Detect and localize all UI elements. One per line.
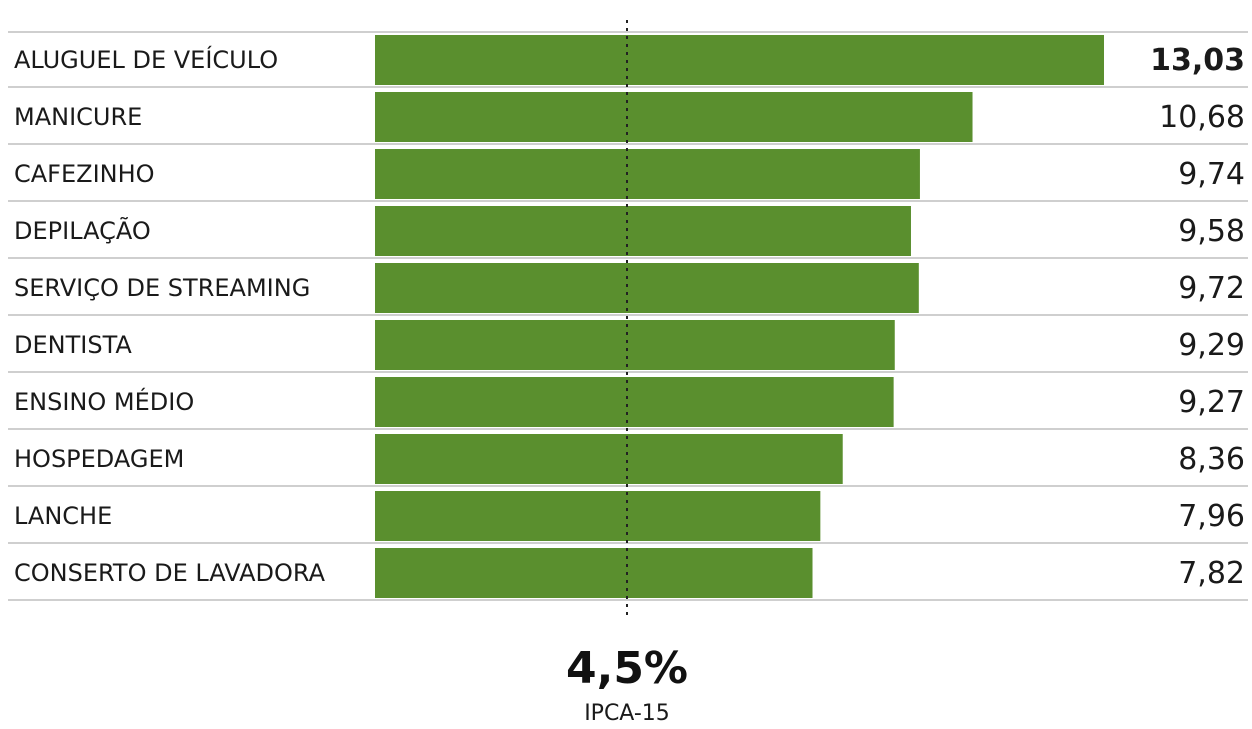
reference-value: 4,5%	[566, 643, 688, 694]
bar	[375, 263, 919, 313]
bar	[375, 92, 973, 142]
labels-layer: ALUGUEL DE VEÍCULO 13,03 MANICURE 10,68 CAFE…	[14, 43, 1245, 591]
value-label: 9,27	[1178, 385, 1245, 420]
category-label: CAFEZINHO	[14, 160, 155, 188]
category-label: MANICURE	[14, 103, 142, 131]
category-label: LANCHE	[14, 502, 112, 530]
reference-label: IPCA-15	[584, 701, 670, 726]
value-label: 7,82	[1178, 556, 1245, 591]
reference-layer: 4,5% IPCA-15	[566, 20, 688, 726]
value-label: 7,96	[1178, 499, 1245, 534]
bar	[375, 377, 894, 427]
value-label: 10,68	[1159, 100, 1245, 135]
value-label: 9,72	[1178, 271, 1245, 306]
value-label: 8,36	[1178, 442, 1245, 477]
category-label: ENSINO MÉDIO	[14, 387, 194, 416]
value-label: 9,58	[1178, 214, 1245, 249]
bar	[375, 320, 895, 370]
category-label: ALUGUEL DE VEÍCULO	[14, 45, 278, 74]
value-label: 9,74	[1178, 157, 1245, 192]
bar	[375, 206, 911, 256]
bar	[375, 149, 920, 199]
bar	[375, 434, 843, 484]
category-label: CONSERTO DE LAVADORA	[14, 559, 326, 587]
value-label: 13,03	[1150, 43, 1245, 78]
category-label: DENTISTA	[14, 331, 132, 359]
category-label: HOSPEDAGEM	[14, 445, 184, 473]
bars-layer	[375, 35, 1104, 598]
value-label: 9,29	[1178, 328, 1245, 363]
bar	[375, 35, 1104, 85]
category-label: SERVIÇO DE STREAMING	[14, 274, 310, 302]
bar	[375, 491, 821, 541]
bar	[375, 548, 813, 598]
category-label: DEPILAÇÃO	[14, 215, 151, 245]
